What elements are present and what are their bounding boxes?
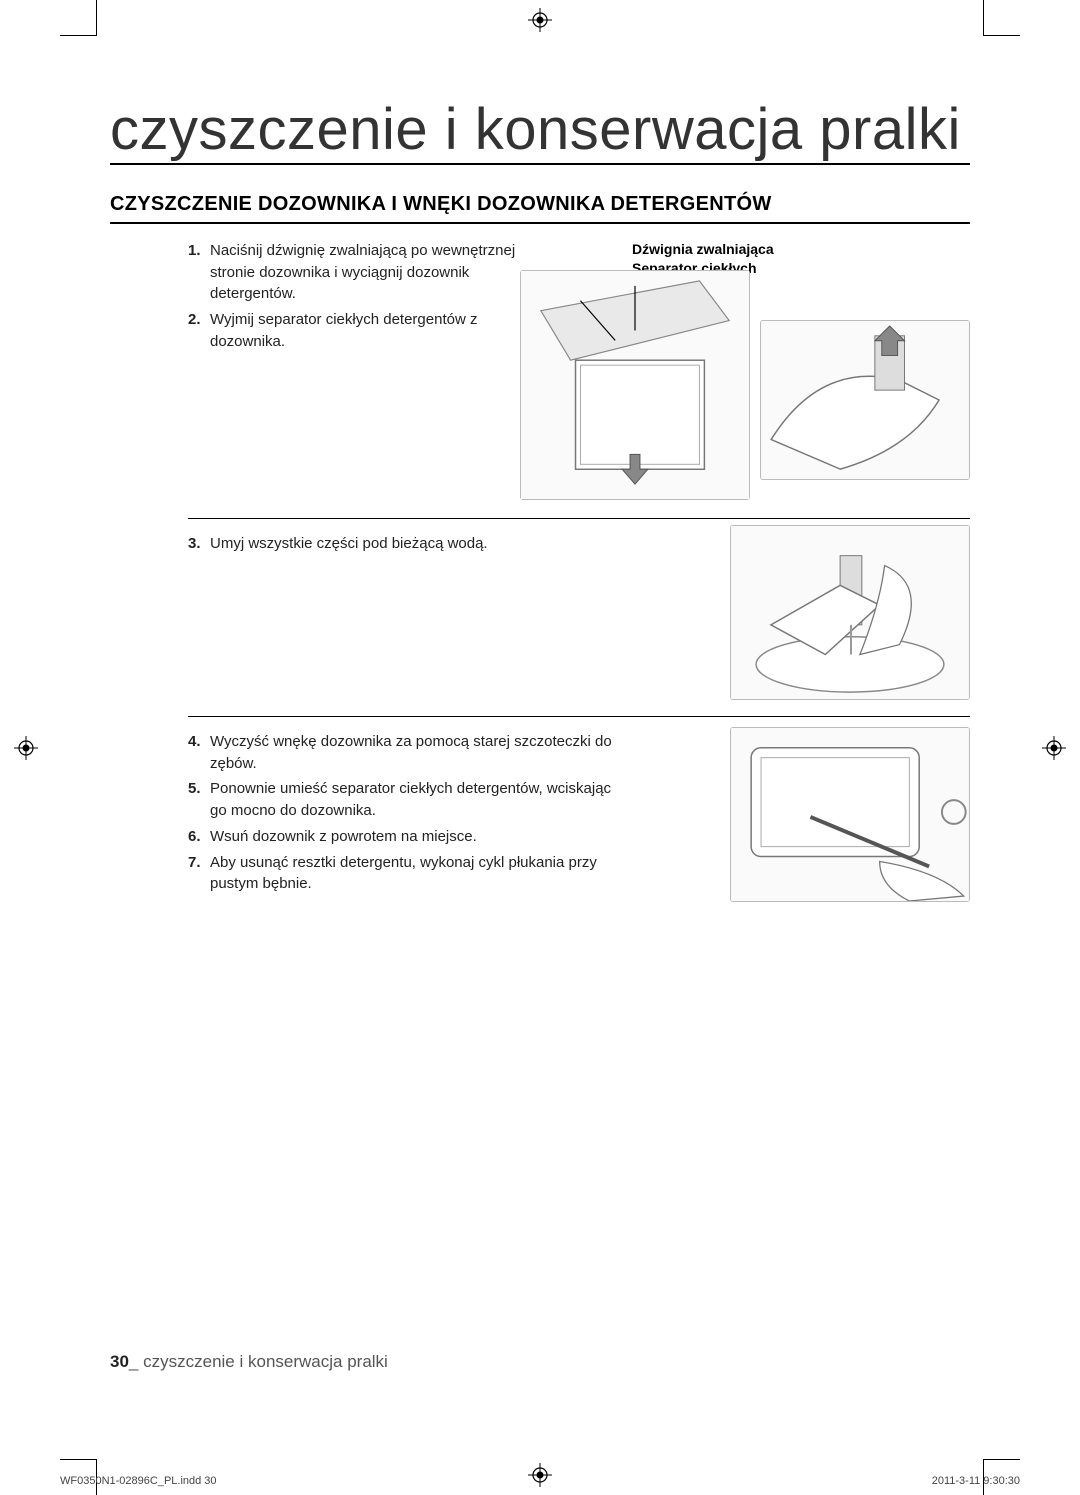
footer-separator: _ [129,1352,138,1371]
registration-mark-icon [528,1463,552,1487]
step-number: 7. [188,852,210,896]
figure-rinse-parts [730,525,970,700]
crop-mark [984,1459,1020,1460]
crop-mark [60,1459,96,1460]
steps-list: 4. Wyczyść wnękę dozownika za pomocą sta… [110,731,630,895]
step-item: 6. Wsuń dozownik z powrotem na miejsce. [188,826,630,848]
step-text: Aby usunąć resztki detergentu, wykonaj c… [210,852,630,896]
divider [188,518,970,519]
print-meta-timestamp: 2011-3-11 9:30:30 [932,1475,1020,1487]
instruction-block-2: 3. Umyj wszystkie części pod bieżącą wod… [110,533,970,708]
registration-mark-icon [1042,736,1066,760]
step-text: Wyczyść wnękę dozownika za pomocą starej… [210,731,630,775]
step-number: 6. [188,826,210,848]
step-number: 3. [188,533,210,555]
steps-list: 1. Naciśnij dźwignię zwalniającą po wewn… [110,240,540,353]
page-content: czyszczenie i konserwacja pralki CZYSZCZ… [110,60,970,1420]
step-number: 4. [188,731,210,775]
crop-mark [984,35,1020,36]
step-item: 5. Ponownie umieść separator ciekłych de… [188,778,630,822]
step-item: 1. Naciśnij dźwignię zwalniającą po wewn… [188,240,540,305]
step-item: 2. Wyjmij separator ciekłych detergentów… [188,309,540,353]
page-title: czyszczenie i konserwacja pralki [110,60,970,165]
step-number: 1. [188,240,210,305]
callout-label: Dźwignia zwalniająca [632,240,842,259]
page-footer: 30_ czyszczenie i konserwacja pralki [110,1352,388,1372]
step-text: Wyjmij separator ciekłych detergentów z … [210,309,540,353]
step-item: 4. Wyczyść wnękę dozownika za pomocą sta… [188,731,630,775]
crop-mark [983,0,984,36]
instruction-block-3: 4. Wyczyść wnękę dozownika za pomocą sta… [110,731,970,931]
step-number: 2. [188,309,210,353]
step-number: 5. [188,778,210,822]
registration-mark-icon [528,8,552,32]
section-heading: CZYSZCZENIE DOZOWNIKA I WNĘKI DOZOWNIKA … [110,193,970,224]
steps-list: 3. Umyj wszystkie części pod bieżącą wod… [110,533,590,555]
step-item: 7. Aby usunąć resztki detergentu, wykona… [188,852,630,896]
figure-separator-remove [760,320,970,480]
step-item: 3. Umyj wszystkie części pod bieżącą wod… [188,533,590,555]
crop-mark [60,35,96,36]
registration-mark-icon [14,736,38,760]
footer-label: czyszczenie i konserwacja pralki [143,1352,388,1371]
figure-clean-recess [730,727,970,902]
figure-drawer-pull [520,270,750,500]
divider [188,716,970,717]
step-text: Wsuń dozownik z powrotem na miejsce. [210,826,630,848]
step-text: Umyj wszystkie części pod bieżącą wodą. [210,533,590,555]
instruction-block-1: 1. Naciśnij dźwignię zwalniającą po wewn… [110,240,970,510]
step-text: Ponownie umieść separator ciekłych deter… [210,778,630,822]
step-text: Naciśnij dźwignię zwalniającą po wewnętr… [210,240,540,305]
page-number: 30 [110,1352,129,1371]
crop-mark [96,0,97,36]
print-meta-filename: WF0350N1-02896C_PL.indd 30 [60,1475,217,1487]
